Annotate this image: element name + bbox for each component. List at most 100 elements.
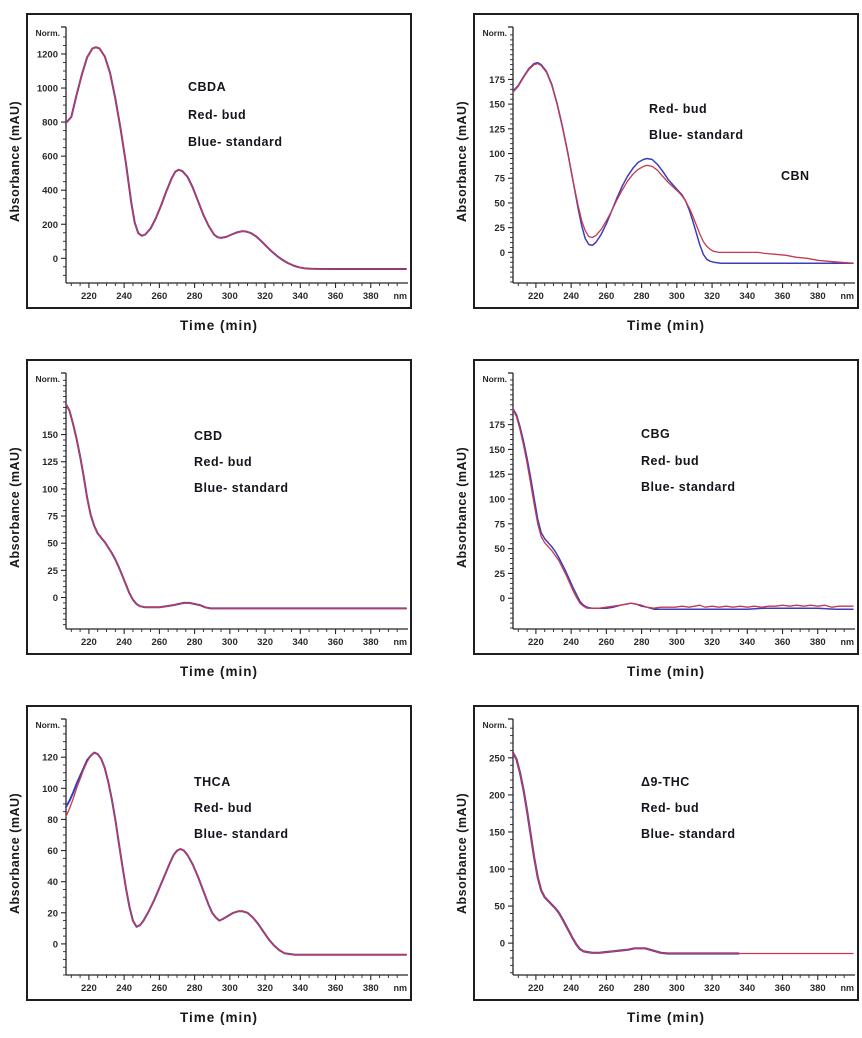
svg-text:20: 20 xyxy=(47,908,58,919)
panel-d9thc: Absorbance (mAU) 0 50 100 150 200 250 220 240 26… xyxy=(431,692,862,1038)
svg-text:THCA: THCA xyxy=(194,775,231,789)
plot-frame: 0 25 50 75 100 125 150 175 220 240 260 280 300 320 340… xyxy=(473,359,859,655)
svg-text:100: 100 xyxy=(489,149,505,160)
y-axis-label: Absorbance (mAU) xyxy=(455,446,469,568)
svg-text:50: 50 xyxy=(47,539,58,550)
x-axis-label: Time (min) xyxy=(179,1010,258,1025)
x-axis-label: Time (min) xyxy=(179,664,258,679)
svg-text:300: 300 xyxy=(669,983,685,994)
svg-text:75: 75 xyxy=(494,174,505,185)
svg-text:320: 320 xyxy=(257,637,273,648)
svg-text:320: 320 xyxy=(704,983,720,994)
svg-text:Norm.: Norm. xyxy=(35,374,60,384)
svg-text:150: 150 xyxy=(489,827,505,838)
svg-text:25: 25 xyxy=(47,566,58,577)
svg-text:Blue- standard: Blue- standard xyxy=(194,481,289,495)
svg-text:260: 260 xyxy=(151,637,167,648)
svg-text:300: 300 xyxy=(669,637,685,648)
svg-text:220: 220 xyxy=(528,291,544,302)
y-axis-label: Absorbance (mAU) xyxy=(455,100,469,222)
svg-text:40: 40 xyxy=(47,877,58,888)
svg-text:80: 80 xyxy=(47,815,58,826)
svg-text:nm: nm xyxy=(841,637,855,647)
svg-text:Red- bud: Red- bud xyxy=(194,455,252,469)
chromatogram-cbda: 0 200 400 600 800 1000 1200 220 240 260 280 300 320 3… xyxy=(35,26,408,302)
svg-text:100: 100 xyxy=(489,495,505,506)
svg-text:240: 240 xyxy=(116,291,132,302)
svg-text:Red- bud: Red- bud xyxy=(649,102,707,116)
svg-text:1200: 1200 xyxy=(37,49,58,60)
svg-text:nm: nm xyxy=(841,983,855,993)
svg-text:300: 300 xyxy=(669,291,685,302)
svg-text:Δ9-THC: Δ9-THC xyxy=(641,775,690,789)
svg-text:CBD: CBD xyxy=(194,429,223,443)
svg-text:280: 280 xyxy=(187,291,203,302)
chromatogram-d9thc: 0 50 100 150 200 250 220 240 260 280 300 320 340 360 3… xyxy=(482,718,855,994)
svg-text:280: 280 xyxy=(187,637,203,648)
plot-frame: 0 200 400 600 800 1000 1200 220 240 260 280 300 320 3… xyxy=(26,13,412,309)
svg-text:300: 300 xyxy=(222,983,238,994)
panel-cbg: Absorbance (mAU) 0 25 50 75 100 125 150 175 220 2… xyxy=(431,346,862,692)
y-axis-label: Absorbance (mAU) xyxy=(8,792,22,914)
chromatogram-cbd: 0 25 50 75 100 125 150 220 240 260 280 300 320 340 360… xyxy=(35,372,408,648)
svg-text:nm: nm xyxy=(394,983,408,993)
svg-text:0: 0 xyxy=(500,939,505,950)
svg-text:360: 360 xyxy=(775,983,791,994)
svg-text:nm: nm xyxy=(394,637,408,647)
y-axis-label: Absorbance (mAU) xyxy=(455,792,469,914)
svg-text:320: 320 xyxy=(704,637,720,648)
x-axis-label: Time (min) xyxy=(179,318,258,333)
svg-text:75: 75 xyxy=(47,512,58,523)
svg-text:CBG: CBG xyxy=(641,427,670,441)
svg-text:0: 0 xyxy=(53,593,58,604)
svg-text:600: 600 xyxy=(42,152,58,163)
svg-text:240: 240 xyxy=(116,983,132,994)
svg-text:360: 360 xyxy=(775,637,791,648)
svg-text:340: 340 xyxy=(292,291,308,302)
svg-text:260: 260 xyxy=(598,291,614,302)
svg-text:Blue- standard: Blue- standard xyxy=(188,135,283,149)
svg-text:250: 250 xyxy=(489,753,505,764)
svg-text:280: 280 xyxy=(634,983,650,994)
svg-text:220: 220 xyxy=(528,637,544,648)
svg-text:220: 220 xyxy=(81,637,97,648)
svg-text:25: 25 xyxy=(494,223,505,234)
svg-text:340: 340 xyxy=(739,983,755,994)
svg-text:150: 150 xyxy=(489,100,505,111)
svg-text:75: 75 xyxy=(494,519,505,530)
svg-text:120: 120 xyxy=(42,753,58,764)
svg-text:300: 300 xyxy=(222,637,238,648)
x-axis-label: Time (min) xyxy=(626,664,705,679)
svg-text:Red- bud: Red- bud xyxy=(641,801,699,815)
svg-text:800: 800 xyxy=(42,118,58,129)
y-axis-label: Absorbance (mAU) xyxy=(8,446,22,568)
svg-text:Norm.: Norm. xyxy=(482,374,507,384)
svg-text:380: 380 xyxy=(810,291,826,302)
svg-text:360: 360 xyxy=(328,291,344,302)
svg-text:nm: nm xyxy=(394,291,408,301)
svg-text:340: 340 xyxy=(739,637,755,648)
svg-text:260: 260 xyxy=(151,291,167,302)
svg-text:200: 200 xyxy=(42,220,58,231)
svg-text:Blue- standard: Blue- standard xyxy=(641,480,736,494)
svg-text:100: 100 xyxy=(489,865,505,876)
svg-text:260: 260 xyxy=(151,983,167,994)
svg-text:125: 125 xyxy=(42,457,59,468)
svg-text:50: 50 xyxy=(494,198,505,209)
chromatogram-cbg: 0 25 50 75 100 125 150 175 220 240 260 280 300 320 340… xyxy=(482,372,855,648)
svg-text:Blue- standard: Blue- standard xyxy=(641,827,736,841)
svg-text:Norm.: Norm. xyxy=(482,28,507,38)
svg-text:Blue- standard: Blue- standard xyxy=(194,827,289,841)
svg-text:240: 240 xyxy=(116,637,132,648)
svg-text:360: 360 xyxy=(328,637,344,648)
svg-text:175: 175 xyxy=(489,75,506,86)
y-axis-label: Absorbance (mAU) xyxy=(8,100,22,222)
svg-text:1000: 1000 xyxy=(37,84,58,95)
svg-text:25: 25 xyxy=(494,569,505,580)
svg-text:100: 100 xyxy=(42,484,58,495)
svg-text:CBDA: CBDA xyxy=(188,80,226,94)
svg-text:50: 50 xyxy=(494,544,505,555)
svg-text:220: 220 xyxy=(528,983,544,994)
svg-text:50: 50 xyxy=(494,902,505,913)
svg-text:125: 125 xyxy=(489,124,506,135)
